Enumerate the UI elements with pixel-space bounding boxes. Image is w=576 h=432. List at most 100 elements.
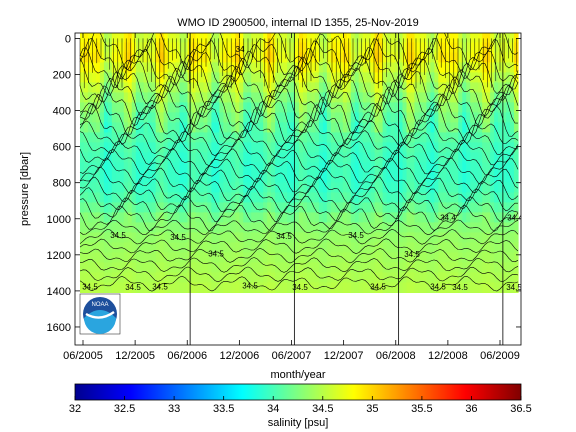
heatmap-cell <box>334 42 340 54</box>
heatmap-cell <box>338 162 344 174</box>
heatmap-cell <box>131 102 137 114</box>
heatmap-cell <box>183 282 189 294</box>
heatmap-cell <box>115 122 121 134</box>
heatmap-cell <box>326 202 332 214</box>
heatmap-cell <box>474 182 479 194</box>
heatmap-cell <box>490 142 495 154</box>
heatmap-cell <box>80 62 85 74</box>
heatmap-cell <box>283 33 288 44</box>
heatmap-cell <box>207 132 212 144</box>
heatmap-cell <box>418 232 424 244</box>
heatmap-cell <box>131 272 137 284</box>
heatmap-cell <box>462 52 467 64</box>
heatmap-cell <box>207 202 212 214</box>
heatmap-cell <box>346 202 352 214</box>
heatmap-cell <box>374 132 380 144</box>
heatmap-cell <box>271 262 276 274</box>
heatmap-cell <box>426 82 431 94</box>
heatmap-cell <box>490 122 495 134</box>
heatmap-cell <box>135 102 141 114</box>
heatmap-cell <box>490 232 495 244</box>
heatmap-cell <box>390 33 396 44</box>
heatmap-cell <box>163 112 169 124</box>
heatmap-cell <box>478 42 483 54</box>
heatmap-cell <box>510 272 515 284</box>
heatmap-cell <box>239 242 244 254</box>
heatmap-cell <box>203 152 209 164</box>
heatmap-cell <box>239 182 244 194</box>
heatmap-cell <box>502 162 507 174</box>
heatmap-cell <box>490 132 495 144</box>
heatmap-cell <box>466 72 471 84</box>
heatmap-cell <box>362 132 368 144</box>
heatmap-cell <box>478 52 483 64</box>
heatmap-cell <box>139 102 145 114</box>
heatmap-cell <box>291 33 296 44</box>
heatmap-cell <box>171 72 177 84</box>
heatmap-cell <box>322 122 328 134</box>
heatmap-cell <box>139 52 145 64</box>
heatmap-cell <box>302 212 308 224</box>
heatmap-cell <box>326 242 332 254</box>
heatmap-cell <box>318 112 324 124</box>
heatmap-cell <box>183 182 189 194</box>
heatmap-cell <box>342 42 348 54</box>
heatmap-cell <box>410 252 416 264</box>
heatmap-cell <box>159 72 165 84</box>
heatmap-cell <box>502 202 507 214</box>
heatmap-cell <box>131 33 137 44</box>
heatmap-cell <box>494 102 499 114</box>
heatmap-cell <box>215 132 220 144</box>
heatmap-cell <box>374 52 380 64</box>
heatmap-cell <box>346 132 352 144</box>
heatmap-cell <box>259 282 264 294</box>
heatmap-cell <box>514 232 519 244</box>
heatmap-cell <box>151 152 157 164</box>
heatmap-cell <box>199 282 205 294</box>
heatmap-cell <box>486 52 491 64</box>
heatmap-cell <box>107 242 113 254</box>
heatmap-cell <box>159 242 165 254</box>
heatmap-cell <box>179 182 185 194</box>
heatmap-cell <box>251 202 256 214</box>
heatmap-cell <box>314 152 320 164</box>
heatmap-cell <box>211 212 216 224</box>
heatmap-cell <box>366 202 372 214</box>
heatmap-cell <box>366 282 372 294</box>
heatmap-cell <box>350 33 356 44</box>
heatmap-cell <box>131 232 137 244</box>
heatmap-cell <box>291 132 296 144</box>
heatmap-cell <box>362 72 368 84</box>
heatmap-cell <box>115 52 121 64</box>
heatmap-cell <box>219 102 224 114</box>
heatmap-cell <box>350 242 356 254</box>
heatmap-cell <box>374 162 380 174</box>
heatmap-cell <box>147 92 153 104</box>
heatmap-cell <box>163 62 169 74</box>
heatmap-cell <box>422 282 428 294</box>
colorbar-tick-label: 36.5 <box>510 403 531 415</box>
heatmap-cell <box>310 33 316 44</box>
heatmap-cell <box>406 92 412 104</box>
heatmap-cell <box>326 142 332 154</box>
heatmap-cell <box>318 232 324 244</box>
heatmap-cell <box>386 92 392 104</box>
heatmap-cell <box>322 202 328 214</box>
heatmap-cell <box>322 72 328 84</box>
heatmap-cell <box>506 212 511 224</box>
heatmap-cell <box>80 272 85 284</box>
heatmap-cell <box>231 112 236 124</box>
heatmap-cell <box>135 242 141 254</box>
heatmap-cell <box>223 112 228 124</box>
heatmap-cell <box>211 142 216 154</box>
y-tick-label: 600 <box>53 142 71 154</box>
heatmap-cell <box>402 172 408 184</box>
heatmap-cell <box>362 122 368 134</box>
heatmap-cell <box>502 82 507 94</box>
heatmap-cell <box>139 122 145 134</box>
heatmap-cell <box>183 92 189 104</box>
heatmap-cell <box>83 92 89 104</box>
heatmap-cell <box>338 132 344 144</box>
heatmap-cell <box>131 282 137 294</box>
heatmap-cell <box>322 182 328 194</box>
